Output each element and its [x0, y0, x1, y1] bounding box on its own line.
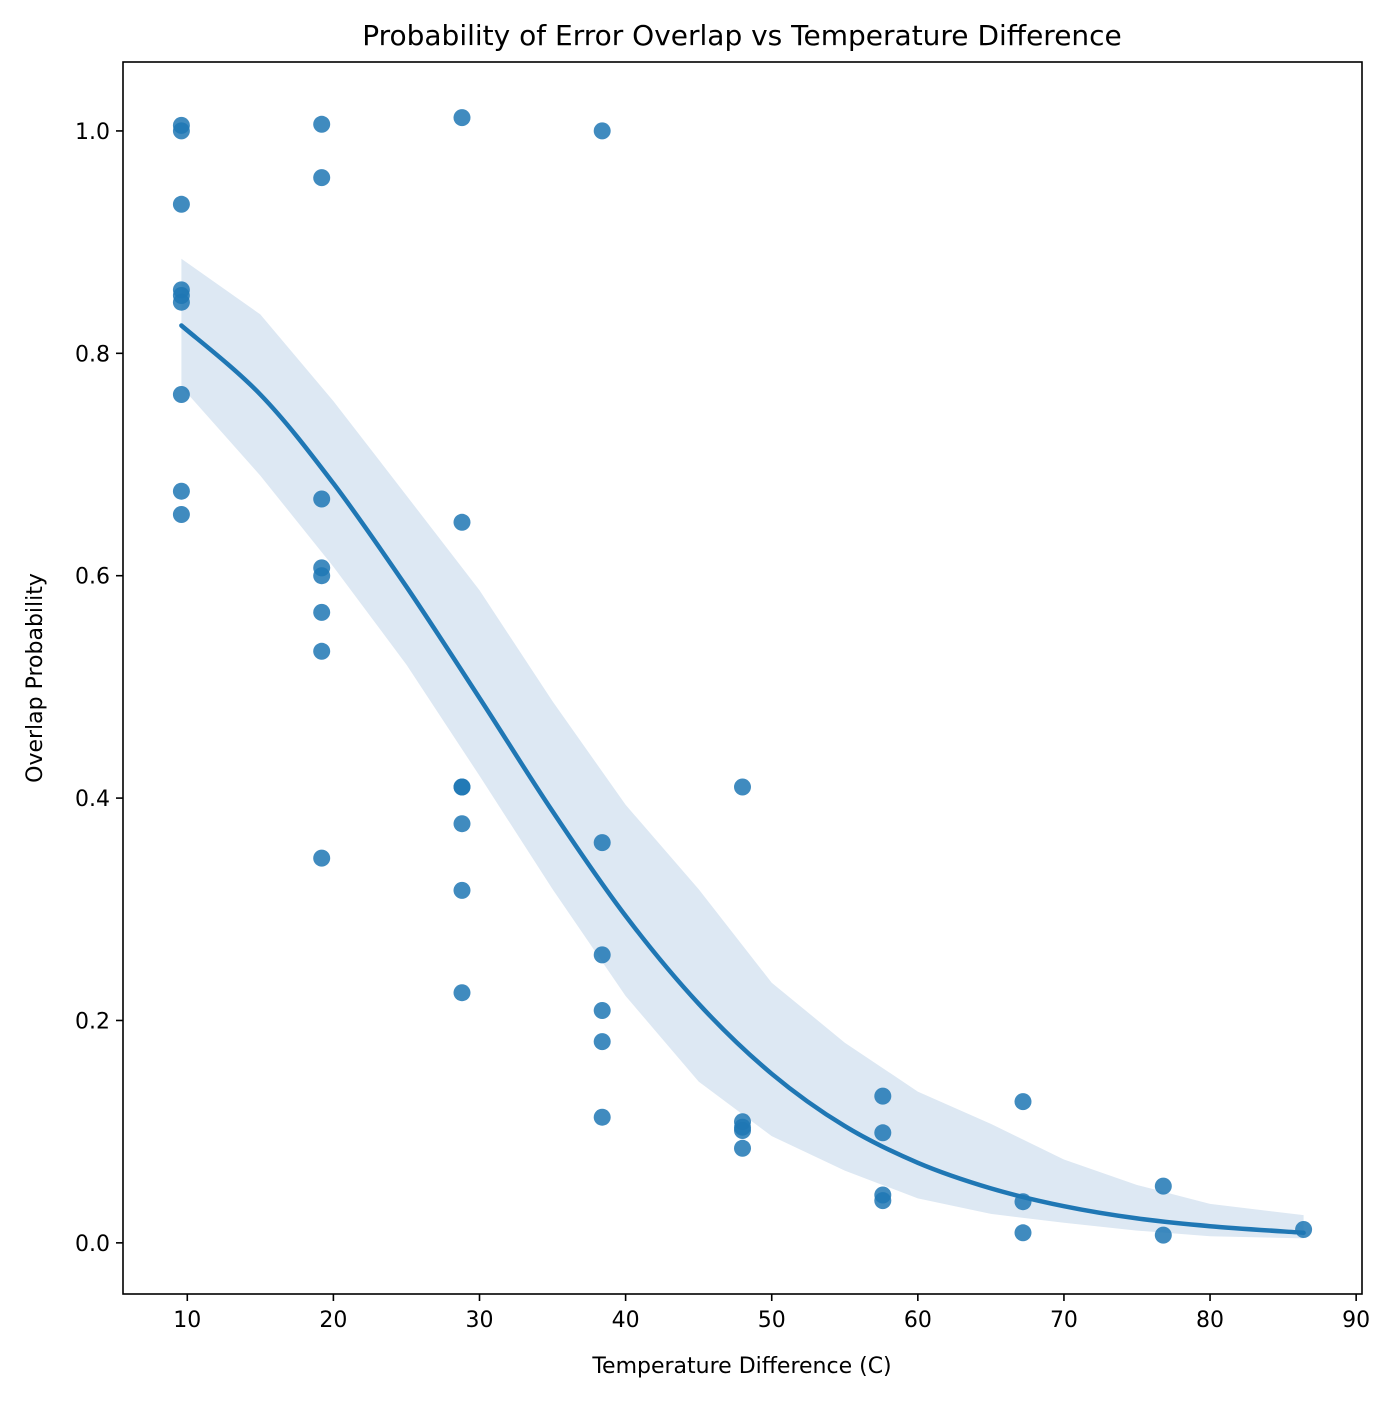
data-point [593, 1108, 611, 1126]
data-point [734, 778, 751, 796]
x-tick-label: 10 [173, 1308, 201, 1333]
data-point [874, 1124, 892, 1142]
data-point [874, 1087, 892, 1105]
data-point [1154, 1226, 1172, 1244]
data-point [593, 834, 611, 852]
data-point [172, 506, 190, 523]
data-point [172, 293, 190, 311]
data-point [1154, 1177, 1172, 1195]
data-point [313, 115, 331, 133]
y-tick-label: 0.6 [75, 565, 110, 590]
fit-line [179, 323, 1306, 1236]
plot-frame [122, 61, 1363, 1295]
data-point [313, 642, 331, 660]
y-tick-label: 0.2 [75, 1009, 110, 1034]
x-tick-label: 70 [1050, 1308, 1078, 1333]
data-point [453, 881, 471, 899]
data-point [453, 513, 471, 531]
x-tick-label: 90 [1342, 1308, 1370, 1333]
data-point [453, 778, 471, 796]
data-point [593, 946, 611, 964]
x-tick-label: 60 [904, 1308, 932, 1333]
data-point [1014, 1193, 1032, 1211]
data-point [1014, 1093, 1032, 1111]
data-point [593, 1033, 611, 1051]
fit-line-layer [179, 323, 1306, 1236]
data-point [1014, 1224, 1032, 1242]
x-axis-label: Temperature Difference (C) [591, 1354, 891, 1379]
chart-title: Probability of Error Overlap vs Temperat… [362, 19, 1122, 52]
y-axis-label: Overlap Probability [23, 573, 48, 783]
data-point [313, 169, 331, 187]
x-tick-label: 30 [466, 1308, 494, 1333]
x-tick-label: 50 [758, 1308, 786, 1333]
confidence-band [181, 258, 1304, 1239]
data-point [313, 849, 331, 867]
data-point [313, 490, 331, 508]
x-tick-label: 40 [612, 1308, 640, 1333]
data-point [453, 984, 471, 1002]
y-tick-label: 0.8 [75, 342, 110, 367]
data-point [734, 1139, 751, 1157]
data-point [453, 815, 471, 833]
data-point [172, 482, 190, 500]
data-point [313, 603, 331, 621]
data-point [593, 1002, 611, 1019]
confidence-band-layer [181, 258, 1304, 1239]
data-points-layer [172, 109, 1313, 1244]
y-tick-label: 0.0 [75, 1232, 110, 1257]
x-tick-label: 20 [319, 1308, 347, 1333]
data-point [172, 122, 190, 140]
data-point [734, 1122, 751, 1139]
axes-layer: 10 20 30 40 50 60 70 80 90 0.0 0.2 0.4 0.6 0.8 1.0 [75, 61, 1370, 1333]
y-tick-label: 1.0 [75, 120, 110, 145]
data-point [593, 122, 611, 140]
data-point [313, 567, 331, 585]
data-point [1295, 1221, 1313, 1238]
data-point [453, 109, 471, 127]
data-point [874, 1192, 892, 1210]
y-tick-label: 0.4 [75, 787, 110, 812]
data-point [172, 386, 190, 403]
x-tick-label: 80 [1196, 1308, 1224, 1333]
data-point [172, 195, 190, 213]
